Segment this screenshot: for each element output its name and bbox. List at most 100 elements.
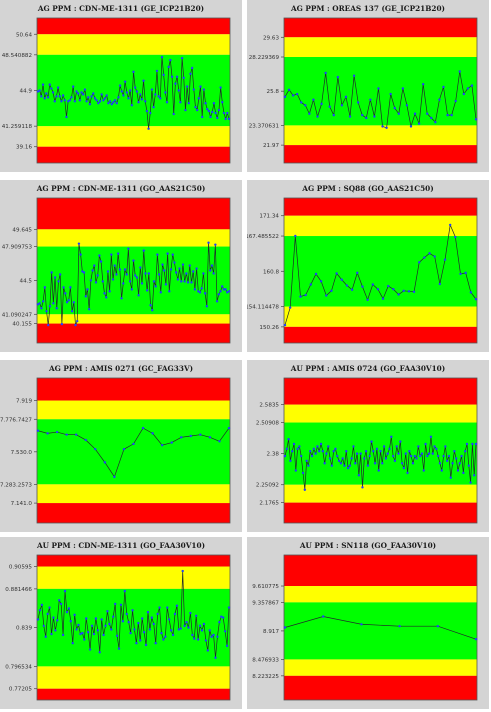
chart-7-point [220, 615, 223, 618]
chart-3-point [207, 241, 210, 244]
chart-3-point [93, 264, 96, 267]
chart-2-point [466, 87, 470, 90]
chart-8-point [283, 626, 287, 629]
chart-7-point [183, 624, 186, 628]
chart-3-point [137, 294, 140, 297]
chart-2-band-red-top [284, 18, 477, 38]
chart-1-point [103, 97, 107, 100]
chart-2-point [373, 115, 376, 118]
chart-7-point [38, 609, 42, 612]
chart-8-point [360, 623, 363, 626]
chart-1-point [187, 102, 190, 105]
chart-3-point [157, 273, 161, 276]
chart-1-point [38, 89, 41, 92]
chart-4-point [304, 293, 307, 297]
chart-3-band-green [37, 246, 230, 315]
chart-3-point [212, 272, 215, 275]
chart-3-point [142, 249, 145, 252]
chart-1-point [122, 94, 125, 97]
chart-2-point [369, 98, 372, 101]
chart-1-point [53, 100, 56, 103]
chart-1-band-green [37, 54, 230, 127]
chart-3-point [64, 292, 67, 295]
chart-4-point [366, 298, 369, 301]
chart-6-point [327, 445, 330, 448]
chart-2-band-yellow-top [284, 37, 477, 58]
chart-3-point [111, 278, 115, 281]
chart-4-ytick-label: 167.485522 [247, 234, 279, 240]
chart-1-point [90, 95, 93, 98]
chart-6-point [471, 442, 474, 446]
chart-3-point [128, 280, 132, 283]
chart-2-point [462, 92, 466, 96]
chart-3-point [130, 288, 133, 291]
chart-3-point [118, 268, 122, 271]
chart-6-ytick-label: 2.5835 [259, 403, 279, 409]
chart-3-ytick-label: 40.155 [12, 322, 32, 328]
chart-1-point [110, 103, 113, 106]
chart-7-point [112, 615, 115, 618]
chart-5-ytick-label: 7.919 [16, 399, 32, 405]
chart-6-frame [283, 377, 478, 524]
chart-1-point [87, 96, 90, 99]
chart-6-point [300, 454, 303, 458]
chart-3-ytick-label: 47.909753 [2, 245, 33, 251]
chart-3-point [185, 272, 188, 275]
chart-1-point [107, 102, 110, 105]
chart-3-point [77, 242, 81, 245]
chart-6-point [339, 462, 343, 465]
chart-6-band-yellow-top [284, 404, 477, 423]
chart-7-point [173, 612, 177, 616]
chart-1-point [137, 101, 140, 104]
chart-4-point [387, 284, 390, 288]
chart-2-point [405, 104, 409, 107]
chart-6-point [462, 471, 465, 475]
chart-7-point [196, 638, 200, 641]
chart-2-point [381, 125, 384, 128]
chart-6-point [474, 442, 478, 446]
chart-2-ytick-label: 25.8 [267, 89, 280, 95]
chart-1-point [88, 103, 92, 106]
chart-4-point [283, 323, 287, 327]
chart-1-point [70, 96, 73, 99]
chart-2-plot: 29.63 28.229369 25.8 23.370631 21.97 [249, 17, 478, 164]
chart-7-point [88, 648, 92, 651]
chart-6-point [318, 450, 321, 453]
chart-3-band-red-bottom [37, 323, 230, 343]
chart-7-point [150, 616, 154, 619]
chart-6-point [301, 471, 305, 475]
chart-4-point [474, 298, 478, 301]
chart-6-band-red-bottom [284, 502, 477, 523]
chart-8-band-yellow-bottom [284, 659, 477, 676]
chart-3-point [180, 280, 183, 283]
chart-7-point [200, 629, 204, 632]
chart-1-point [200, 115, 204, 119]
chart-2-point [470, 84, 474, 87]
chart-6-point [417, 445, 420, 448]
chart-4-point [459, 272, 462, 276]
chart-1-point [184, 108, 187, 112]
chart-3-point [99, 260, 103, 263]
chart-3-point [38, 302, 41, 305]
chart-3-point [82, 271, 86, 274]
chart-6-point [287, 437, 290, 441]
chart-3-point [202, 272, 205, 275]
chart-2-point [336, 75, 340, 79]
chart-5-point [75, 433, 78, 436]
chart-5-title: AG PPM : AMIS 0271 (GC_FAG33V) [48, 364, 194, 373]
chart-7-point [137, 621, 140, 625]
chart-1-point [98, 100, 102, 103]
chart-1-point [204, 102, 207, 105]
chart-2-point [454, 99, 457, 103]
chart-3-point [227, 290, 231, 293]
chart-1-point [185, 85, 189, 88]
chart-3-point [134, 274, 137, 277]
chart-4-point [361, 285, 364, 288]
chart-2-series-line [284, 71, 477, 129]
chart-3-point [108, 290, 111, 293]
chart-1-ytick-label: 39.16 [16, 145, 32, 151]
chart-4-point [288, 306, 292, 309]
chart-6-point [433, 445, 436, 448]
chart-6-point [337, 459, 341, 463]
chart-1-point [221, 101, 224, 104]
